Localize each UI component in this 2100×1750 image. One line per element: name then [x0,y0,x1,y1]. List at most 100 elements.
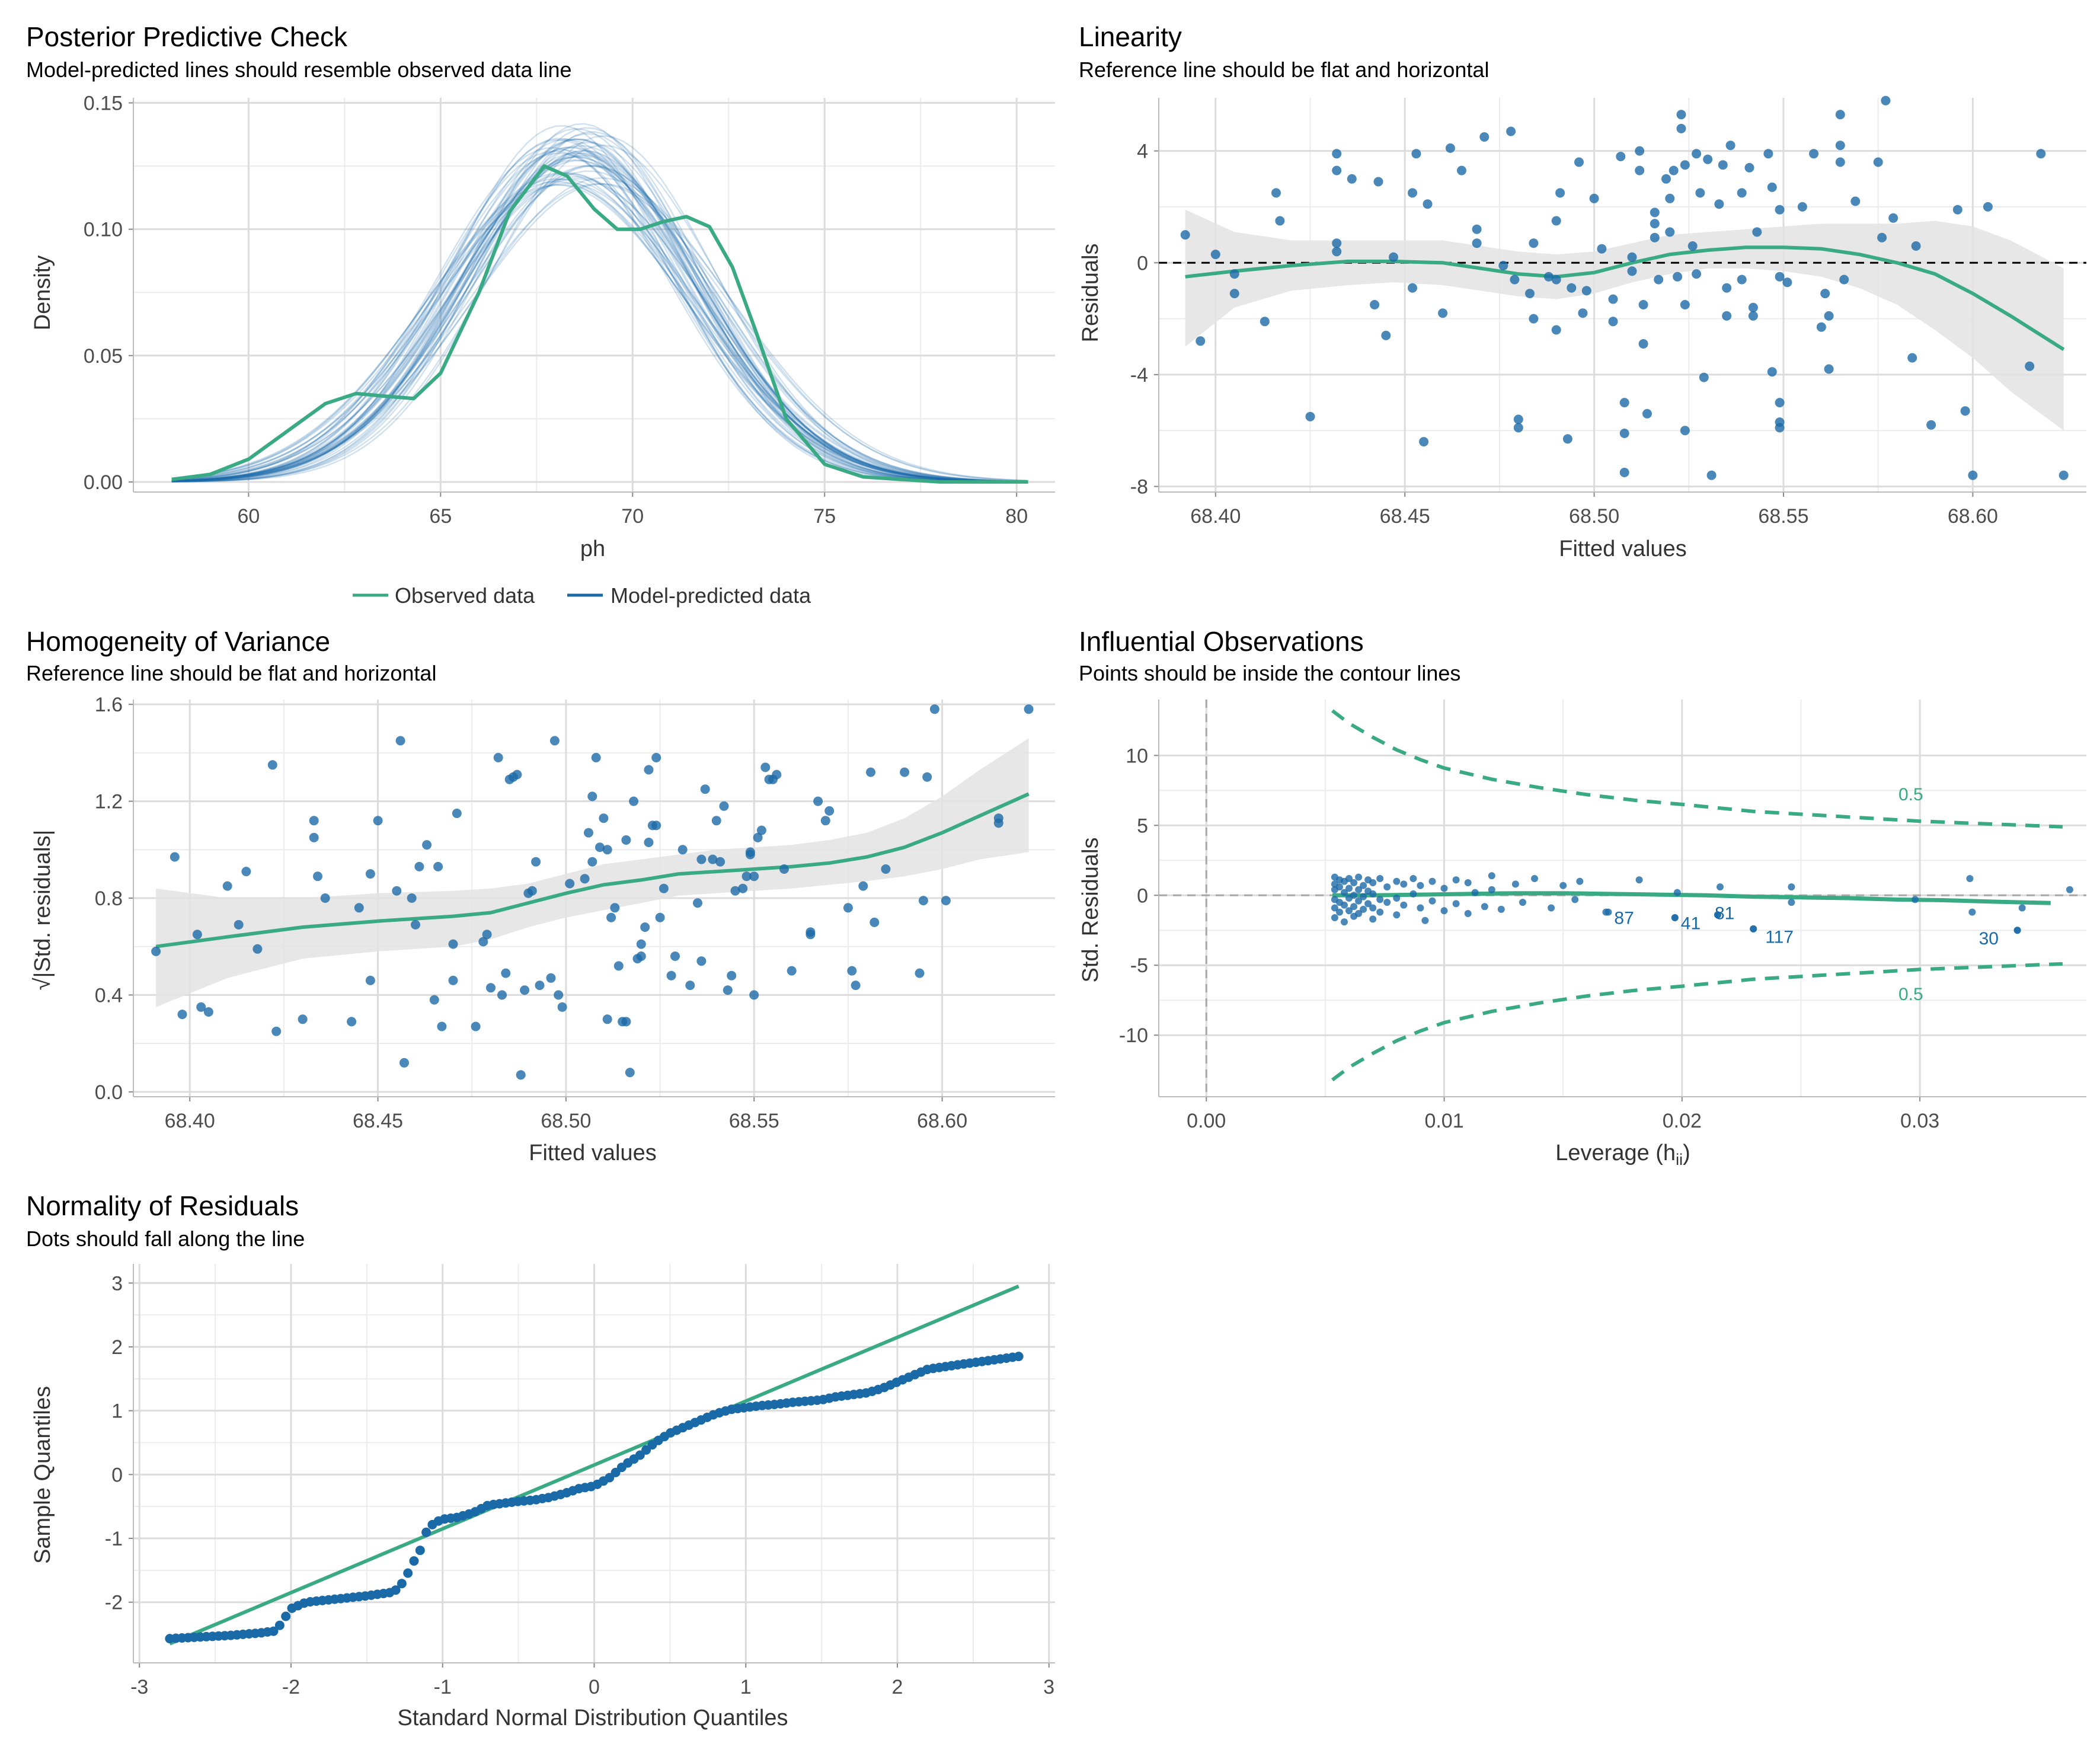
data-point [711,816,721,826]
data-point [1409,875,1417,882]
predicted-density-line [171,149,1027,483]
predicted-density-line [171,123,1027,483]
panel-posterior-predictive-check: Posterior Predictive Check Model-predict… [26,21,1055,608]
data-point [1551,274,1561,285]
data-point [1571,896,1579,903]
y-tick-label: -8 [1130,476,1148,499]
x-tick-label: 68.50 [1569,505,1619,528]
predicted-density-line [171,177,1027,482]
x-tick-label: 68.50 [541,1110,591,1132]
y-tick-label: 1.2 [95,791,123,813]
data-point [493,753,503,762]
x-tick-label: 68.40 [1190,505,1241,528]
data-point [858,881,868,891]
y-tick-label: 10 [1126,745,1148,767]
data-point [1350,903,1358,911]
y-tick-label: 0.8 [95,887,123,910]
predicted-density-line [171,165,1027,483]
data-point [1692,149,1702,159]
data-point [1513,414,1523,424]
data-point [549,736,560,746]
predicted-density-line [171,138,1027,483]
point-label-87: 87 [1614,909,1634,928]
data-point [1676,110,1686,120]
data-point [1820,289,1830,299]
predicted-density-line [171,127,1027,483]
data-point [693,898,702,908]
x-tick-label: 68.45 [1380,505,1430,528]
data-point [1687,241,1698,251]
data-point [1744,162,1754,173]
data-point [241,867,251,877]
data-point [1400,880,1408,888]
data-point [535,981,545,991]
y-axis-label: Residuals [1078,244,1103,343]
y-tick-label: 0.00 [84,471,123,494]
data-point [1912,896,1919,903]
data-point [1589,193,1599,203]
data-point [1737,188,1747,198]
data-point [527,886,537,896]
qq-point [391,1585,401,1595]
data-point [1767,182,1777,192]
y-tick-label: -4 [1130,364,1148,387]
data-point [847,966,857,976]
data-point [1578,308,1588,318]
data-point [1383,883,1391,891]
point-label-30: 30 [1979,929,1999,949]
data-point [915,968,925,978]
data-point [1627,252,1637,262]
x-tick-label: -3 [130,1676,148,1698]
panel-subtitle: Reference line should be flat and horizo… [26,661,436,685]
data-point [203,1007,213,1017]
data-point [1888,213,1898,223]
predicted-density-line [171,184,1027,483]
ci-band [1185,209,2064,431]
data-point [1551,325,1561,335]
x-tick-label: -2 [282,1676,300,1698]
x-axis-label-subscript: ii [1676,1151,1683,1168]
y-tick-label: 0.0 [95,1081,123,1104]
data-point [1635,146,1645,156]
data-point [1452,900,1460,908]
data-point [1024,704,1034,714]
data-point [1911,241,1921,251]
y-tick-label: -10 [1119,1024,1148,1047]
data-point [1676,123,1686,133]
data-point [640,922,650,932]
data-point [1873,157,1883,167]
data-point [941,896,951,906]
predicted-density-line [171,156,1027,483]
panel-subtitle: Dots should fall along the line [26,1227,305,1251]
data-point [1350,879,1358,886]
data-point [715,857,725,867]
data-point [471,1021,481,1032]
data-point [1635,165,1645,175]
data-point [580,874,590,884]
panel-influential-observations: Influential Observations Points should b… [1078,626,2086,1168]
data-point [1581,286,1591,296]
data-point [1331,914,1338,921]
data-point [1364,900,1372,908]
data-point [1665,227,1675,237]
data-point [1479,132,1490,142]
data-point [1718,160,1728,170]
data-point [1229,269,1239,279]
data-point [1699,372,1709,382]
data-point [1529,238,1539,248]
data-point [1196,336,1206,346]
panel-title: Influential Observations [1079,626,1364,657]
data-point [1305,411,1315,421]
predicted-density-line [171,172,1027,483]
point-labels: 87 41 81 117 30 0.5 0.5 [1614,785,1999,1004]
x-tick-label: 0.01 [1424,1110,1463,1132]
data-point [1525,289,1535,299]
x-tick-label: 80 [1005,505,1028,528]
data-point [1409,890,1417,898]
data-point [1722,283,1732,293]
data-point [1350,892,1358,899]
data-points [1180,95,2069,480]
data-point [520,985,530,995]
data-point [1341,918,1348,926]
data-point [1376,875,1384,882]
